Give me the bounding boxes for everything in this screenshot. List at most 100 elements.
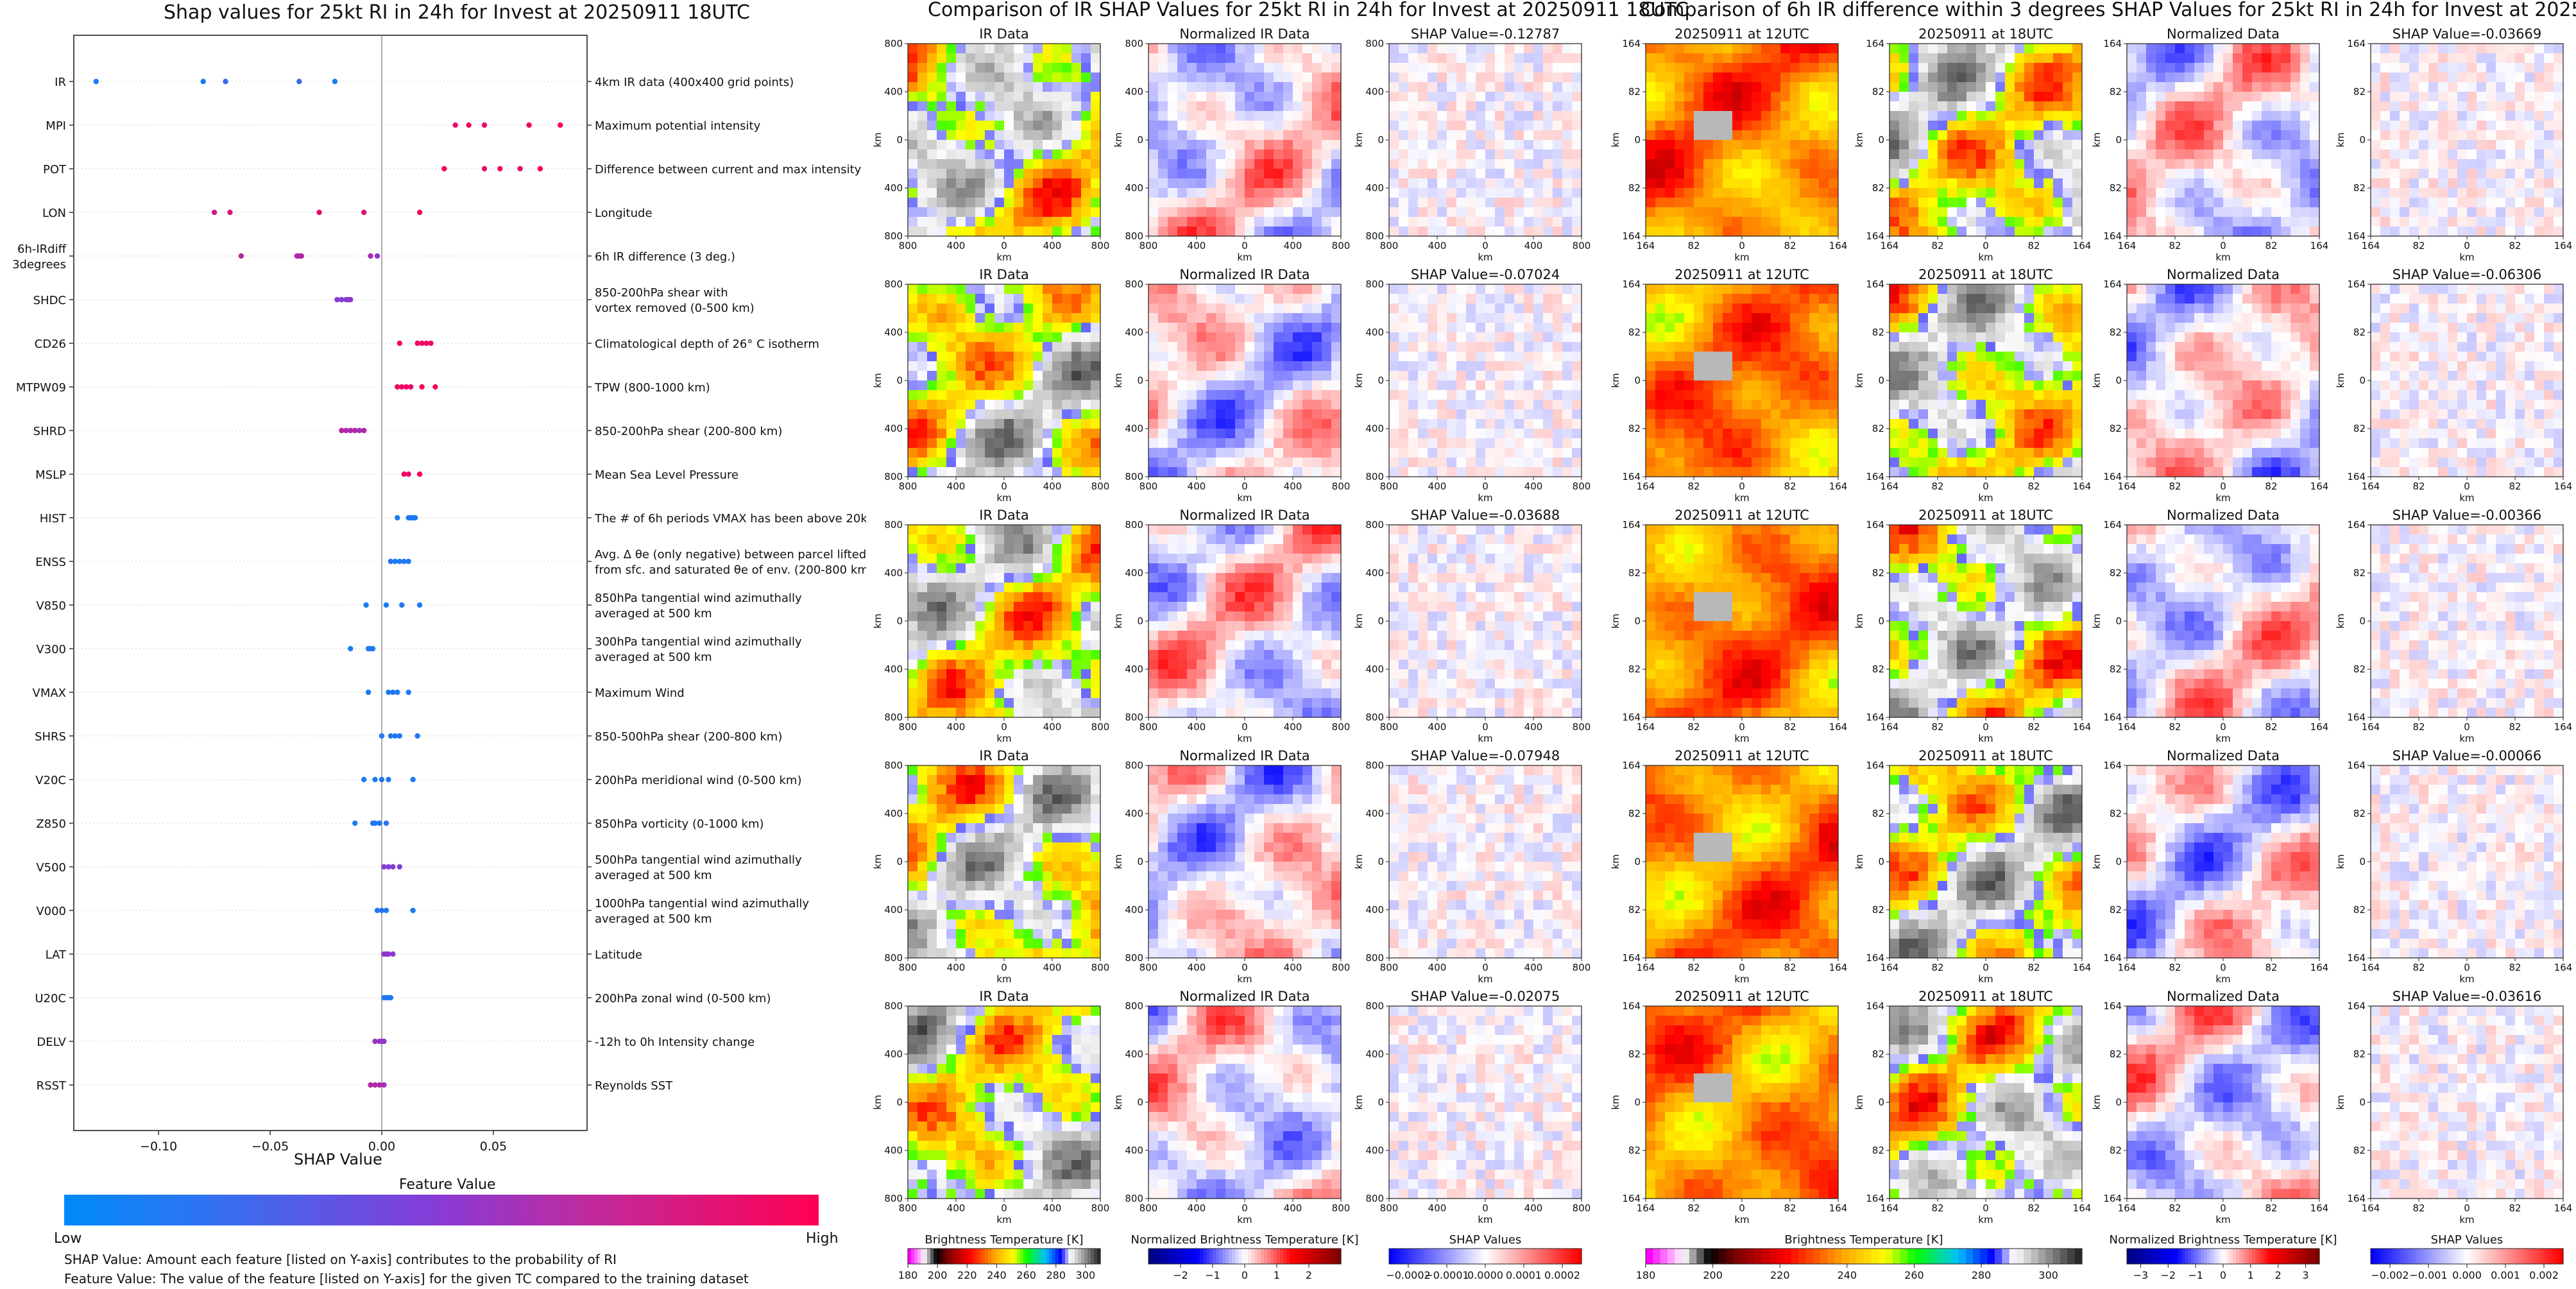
heatmap-cell (946, 823, 957, 833)
heatmap-cell (927, 650, 937, 660)
heatmap-cell (1456, 207, 1467, 218)
heatmap-cell (1206, 217, 1216, 227)
heatmap-cell (1168, 862, 1178, 872)
heatmap-cell (985, 823, 995, 833)
heatmap-cell (1293, 939, 1303, 949)
heatmap-cell (1091, 371, 1101, 381)
heatmap-cell (1158, 929, 1168, 939)
heatmap-cell (1505, 352, 1515, 362)
heatmap-cell (1225, 631, 1236, 641)
heatmap-cell (1023, 448, 1034, 458)
heatmap-cell (1312, 563, 1322, 574)
heatmap-cell (1177, 602, 1188, 612)
heatmap-cell (1004, 92, 1014, 102)
heatmap-cell (946, 226, 957, 237)
heatmap-cell (1148, 438, 1159, 448)
heatmap-cell (985, 525, 995, 535)
heatmap-cell (1014, 332, 1024, 343)
x-tick-label: 800 (1139, 481, 1158, 492)
heatmap-cell (917, 554, 928, 564)
heatmap-cell (946, 891, 957, 901)
feature-name-label: LON (42, 207, 66, 220)
heatmap-cell (1456, 361, 1467, 371)
y-tick-label: 800 (884, 230, 903, 242)
heatmap-cell (1437, 765, 1447, 776)
heatmap-cell (994, 881, 1005, 891)
heatmap-cell (994, 708, 1005, 718)
heatmap-cell (1235, 650, 1245, 660)
heatmap-cell (1264, 631, 1274, 641)
x-tick-label: 800 (1332, 962, 1351, 973)
heatmap-cell (1562, 342, 1573, 352)
heatmap-cell (966, 284, 976, 295)
heatmap-cell (1302, 448, 1313, 458)
heatmap-cell (1389, 53, 1399, 64)
heatmap-cell (1562, 332, 1573, 343)
heatmap-cell (1052, 948, 1062, 959)
heatmap-cell (946, 698, 957, 708)
heatmap-cell (966, 467, 976, 477)
heatmap-cell (1543, 669, 1553, 679)
heatmap-cell (1062, 409, 1072, 420)
heatmap-cell (956, 544, 966, 554)
heatmap-cell (1437, 457, 1447, 468)
heatmap-cell (1081, 207, 1091, 218)
heatmap-cell (1235, 121, 1245, 131)
heatmap-cell (927, 294, 937, 304)
heatmap-cell (1043, 217, 1053, 227)
heatmap-cell (1408, 660, 1419, 670)
heatmap-cell (1206, 583, 1216, 593)
heatmap-cell (927, 178, 937, 189)
heatmap-cell (908, 698, 918, 708)
heatmap-cell (966, 939, 976, 949)
heatmap-cell (1245, 207, 1255, 218)
heatmap-cell (1399, 563, 1409, 574)
heatmap-cell (1168, 881, 1178, 891)
heatmap-cell (1014, 53, 1024, 64)
heatmap-cell (1553, 448, 1563, 458)
heatmap-cell (1081, 910, 1091, 920)
heatmap-cell (1023, 380, 1034, 391)
heatmap-cell (1495, 679, 1505, 689)
heatmap-cell (1004, 178, 1014, 189)
heatmap-cell (927, 400, 937, 410)
heatmap-cell (1197, 814, 1207, 824)
heatmap-cell (1033, 207, 1043, 218)
heatmap-cell (908, 352, 918, 362)
heatmap-cell (1168, 429, 1178, 439)
heatmap-cell (1043, 169, 1053, 179)
heatmap-cell (1148, 457, 1159, 468)
heatmap-cell (1177, 82, 1188, 92)
heatmap-cell (1524, 53, 1534, 64)
heatmap-cell (1148, 698, 1159, 708)
heatmap-cell (1408, 352, 1419, 362)
heatmap-cell (1254, 823, 1265, 833)
heatmap-cell (1081, 592, 1091, 602)
heatmap-cell (1043, 448, 1053, 458)
heatmap-cell (1572, 188, 1582, 198)
x-tick-label: 0.05 (480, 1140, 507, 1154)
heatmap-cell (1158, 188, 1168, 198)
heatmap-cell (1014, 467, 1024, 477)
heatmap-cell (1514, 178, 1524, 189)
heatmap-cell (1399, 371, 1409, 381)
heatmap-cell (1322, 823, 1332, 833)
x-axis-label: km (996, 252, 1011, 263)
heatmap-cell (1216, 650, 1226, 660)
heatmap-cell (1081, 323, 1091, 333)
heatmap-cell (1466, 602, 1476, 612)
heatmap-cell (908, 409, 918, 420)
heatmap-cell (1447, 352, 1457, 362)
heatmap-cell (1235, 814, 1245, 824)
heatmap-cell (1302, 188, 1313, 198)
heatmap-cell (1437, 611, 1447, 622)
heatmap-cell (1254, 121, 1265, 131)
heatmap-cell (927, 823, 937, 833)
heatmap-cell (1543, 429, 1553, 439)
heatmap-cell (1418, 785, 1428, 795)
heatmap-cell (1543, 400, 1553, 410)
heatmap-cell (1274, 390, 1284, 400)
heatmap-cell (1524, 44, 1534, 54)
heatmap-cell (1071, 669, 1082, 679)
heatmap-cell (1562, 303, 1573, 314)
